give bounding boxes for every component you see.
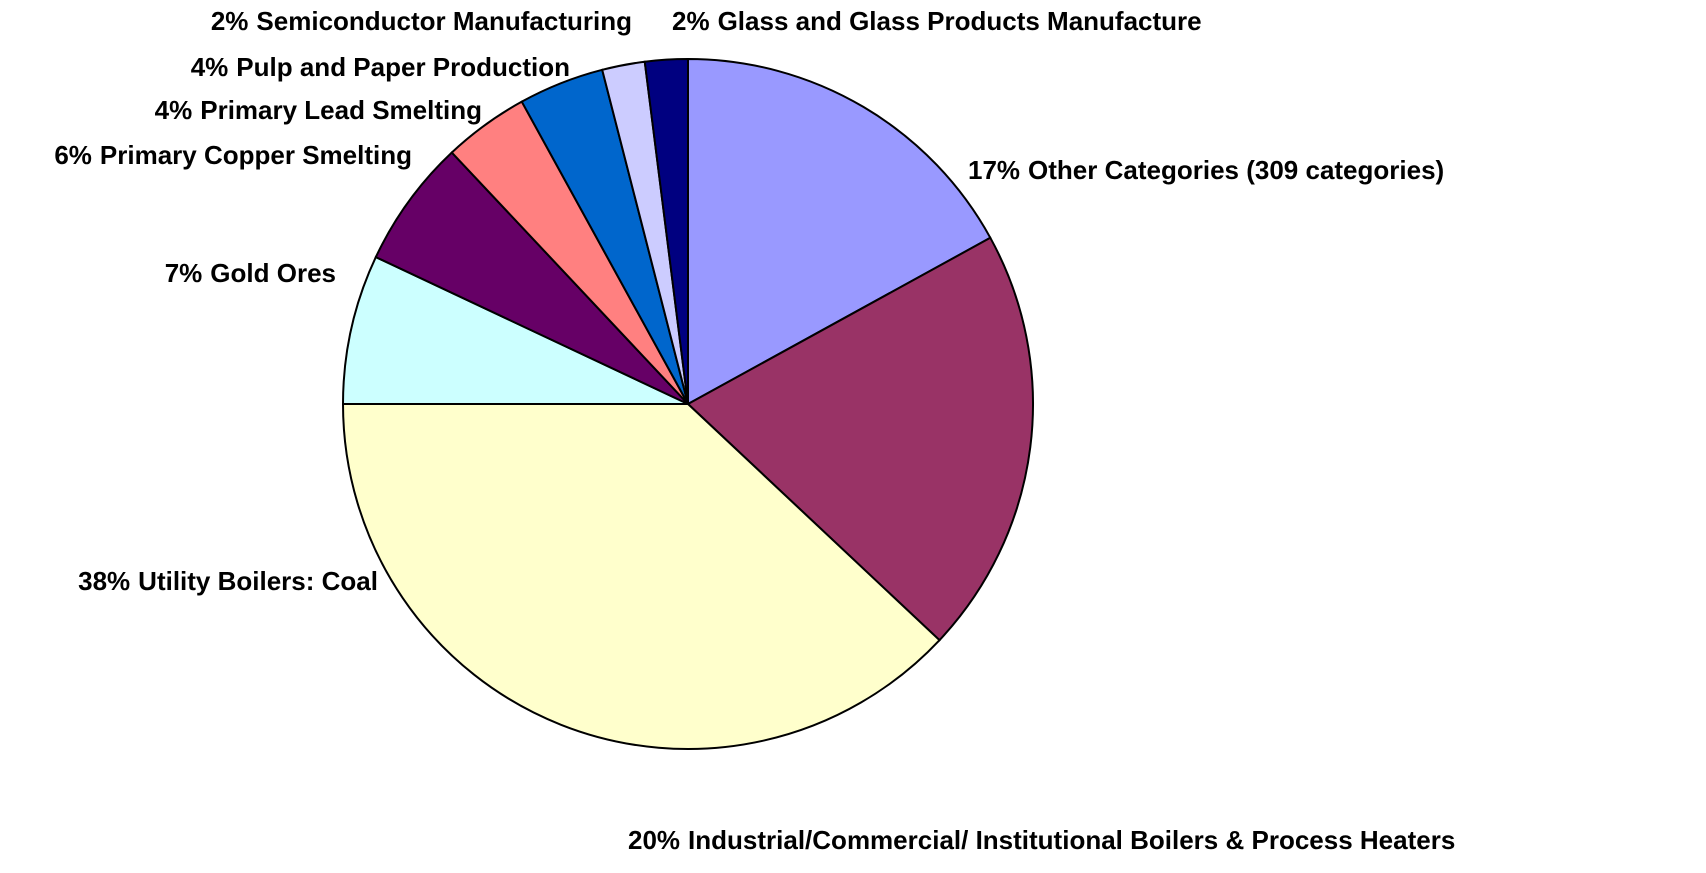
slice-label: 2% Semiconductor Manufacturing [211,6,632,36]
slice-label: 17% Other Categories (309 categories) [968,155,1444,185]
pie-slice [686,236,1034,642]
slice-value-label: 20% [628,825,680,855]
slice-value-label: 7% [165,258,203,288]
slice-value-label: 38% [78,566,130,596]
pie-slice [687,57,992,406]
slice-value-label: 4% [191,52,229,82]
slice-label: 4% Primary Lead Smelting [155,95,482,125]
slice-label: 4% Pulp and Paper Production [191,52,570,82]
slice-label: 38% Utility Boilers: Coal [78,566,378,596]
slice-category: Semiconductor Manufacturing [256,6,632,36]
slice-category: Primary Lead Smelting [200,95,482,125]
slice-category: Industrial/Commercial/ Institutional Boi… [688,825,1455,855]
slice-category: Gold Ores [210,258,336,288]
slice-label: 6% Primary Copper Smelting [54,140,412,170]
slice-category: Other Categories (309 categories) [1028,155,1444,185]
pie-slice [374,151,689,405]
slice-value-label: 2% [672,6,710,36]
slice-category: Glass and Glass Products Manufacture [718,6,1202,36]
slice-value-label: 6% [54,140,92,170]
slice-category: Utility Boilers: Coal [138,566,378,596]
slice-category: Pulp and Paper Production [236,52,570,82]
slice-value-label: 17% [968,155,1020,185]
pie-slice [643,57,689,405]
slice-label: 2% Glass and Glass Products Manufacture [672,6,1202,36]
pie-slice [341,403,941,750]
slice-label: 7% Gold Ores [165,258,336,288]
slice-label: 20% Industrial/Commercial/ Institutional … [628,825,1455,855]
slice-value-label: 2% [211,6,249,36]
pie-slice [341,255,689,405]
slice-value-label: 4% [155,95,193,125]
slice-category: Primary Copper Smelting [100,140,412,170]
